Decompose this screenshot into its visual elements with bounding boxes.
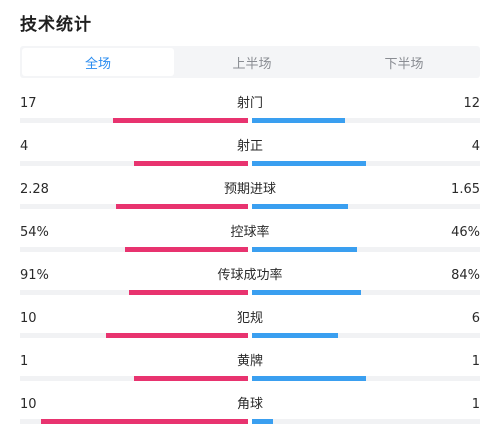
tab-second-half[interactable]: 下半场 [384, 56, 424, 72]
home-bar-track [20, 118, 248, 123]
home-bar-track [20, 419, 248, 424]
home-value: 10 [20, 311, 37, 326]
home-bar-track [20, 204, 248, 209]
period-tabs: 全场 上半场 下半场 [20, 46, 480, 78]
away-bar-track [252, 161, 480, 166]
away-bar-fill [252, 290, 362, 295]
away-value: 1 [471, 397, 480, 412]
home-value: 17 [20, 96, 37, 111]
stat-label: 预期进球 [223, 182, 276, 197]
stat-label: 射正 [236, 139, 263, 154]
away-bar-fill [252, 161, 366, 166]
stat-label: 传球成功率 [217, 268, 283, 283]
away-bar-track [252, 333, 480, 338]
home-bar-fill [134, 376, 248, 381]
home-value: 1 [20, 354, 29, 369]
away-value: 4 [471, 139, 480, 154]
away-bar-track [252, 247, 480, 252]
home-value: 2.28 [20, 182, 49, 197]
stat-label: 射门 [236, 96, 263, 111]
away-bar-track [252, 118, 480, 123]
home-value: 91% [20, 268, 49, 283]
away-value: 84% [451, 268, 480, 283]
stat-row: 10 犯规 6 [20, 311, 480, 345]
stat-label: 角球 [236, 397, 263, 412]
away-bar-fill [252, 333, 338, 338]
home-value: 10 [20, 397, 37, 412]
stat-row: 54% 控球率 46% [20, 225, 480, 259]
home-bar-fill [124, 247, 248, 252]
away-bar-track [252, 204, 480, 209]
stat-row: 17 射门 12 [20, 96, 480, 130]
home-bar-track [20, 247, 248, 252]
stat-label: 控球率 [230, 225, 270, 240]
away-bar-fill [252, 247, 357, 252]
tab-first-half[interactable]: 上半场 [232, 56, 272, 72]
away-bar-fill [252, 376, 366, 381]
home-bar-fill [129, 290, 248, 295]
away-bar-fill [252, 204, 348, 209]
home-bar-track [20, 161, 248, 166]
away-bar-fill [252, 419, 273, 424]
home-bar-track [20, 290, 248, 295]
away-bar-track [252, 290, 480, 295]
home-value: 4 [20, 139, 29, 154]
away-bar-fill [252, 118, 346, 123]
home-bar-track [20, 376, 248, 381]
home-bar-fill [113, 118, 248, 123]
stat-row: 2.28 预期进球 1.65 [20, 182, 480, 216]
away-value: 46% [451, 225, 480, 240]
away-value: 12 [463, 96, 480, 111]
home-bar-fill [40, 419, 248, 424]
home-value: 54% [20, 225, 49, 240]
home-bar-fill [105, 333, 248, 338]
tab-full-match[interactable]: 全场 [22, 48, 174, 76]
stat-row: 4 射正 4 [20, 139, 480, 173]
page-title: 技术统计 [20, 15, 92, 35]
stat-label: 黄牌 [236, 354, 263, 369]
away-bar-track [252, 376, 480, 381]
away-bar-track [252, 419, 480, 424]
home-bar-track [20, 333, 248, 338]
stat-row: 10 角球 1 [20, 397, 480, 431]
home-bar-fill [115, 204, 248, 209]
away-value: 1 [471, 354, 480, 369]
away-value: 6 [471, 311, 480, 326]
stat-row: 91% 传球成功率 84% [20, 268, 480, 302]
home-bar-fill [134, 161, 248, 166]
away-value: 1.65 [451, 182, 480, 197]
stat-row: 1 黄牌 1 [20, 354, 480, 388]
stat-label: 犯规 [236, 311, 263, 326]
